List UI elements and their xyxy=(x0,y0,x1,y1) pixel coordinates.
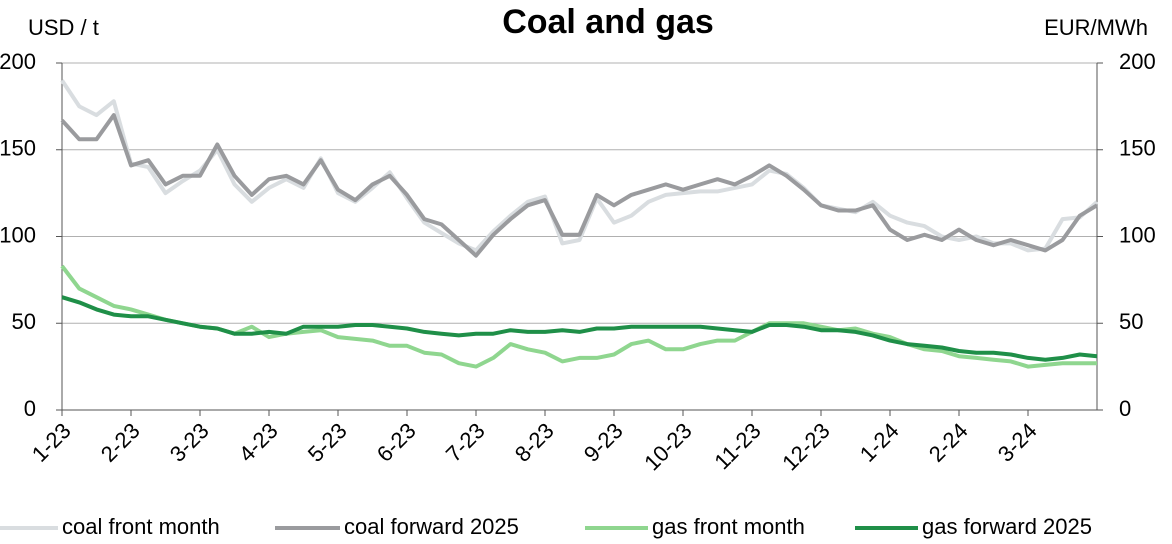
x-tick-label: 5-23 xyxy=(303,418,352,467)
x-tick-label: 8-23 xyxy=(510,418,559,467)
y-tick-label: 200 xyxy=(0,49,36,74)
y2-tick-label: 50 xyxy=(1119,309,1143,334)
legend-label: gas front month xyxy=(652,514,805,539)
x-tick-label: 9-23 xyxy=(579,418,628,467)
x-tick-label: 4-23 xyxy=(234,418,283,467)
x-tick-label: 3-23 xyxy=(165,418,214,467)
x-tick-label: 12-23 xyxy=(777,418,834,475)
y2-tick-label: 100 xyxy=(1119,222,1156,247)
y-tick-label: 0 xyxy=(24,396,36,421)
x-tick-label: 1-24 xyxy=(855,418,904,467)
chart-title: Coal and gas xyxy=(502,3,714,41)
y-tick-label: 100 xyxy=(0,222,36,247)
series-line xyxy=(60,113,1099,258)
x-tick-label: 3-24 xyxy=(993,418,1042,467)
series-line xyxy=(60,264,1097,369)
y-tick-label: 150 xyxy=(0,136,36,161)
y2-tick-label: 150 xyxy=(1119,136,1156,161)
y2-tick-label: 0 xyxy=(1119,396,1131,421)
y-axis-label: USD / t xyxy=(28,15,99,40)
x-tick-label: 2-23 xyxy=(96,418,145,467)
x-tick-label: 7-23 xyxy=(441,418,490,467)
legend-label: coal forward 2025 xyxy=(344,514,519,539)
x-tick-label: 2-24 xyxy=(924,418,973,467)
legend-label: coal front month xyxy=(62,514,220,539)
x-tick-label: 10-23 xyxy=(639,418,696,475)
y-tick-label: 50 xyxy=(12,309,36,334)
x-tick-label: 1-23 xyxy=(27,418,76,467)
legend-label: gas forward 2025 xyxy=(922,514,1092,539)
x-tick-label: 11-23 xyxy=(709,418,765,474)
series-line xyxy=(61,295,1098,362)
y2-tick-label: 200 xyxy=(1119,49,1156,74)
series-line xyxy=(60,79,1099,253)
x-tick-label: 6-23 xyxy=(372,418,421,467)
y2-axis-label: EUR/MWh xyxy=(1044,15,1148,40)
